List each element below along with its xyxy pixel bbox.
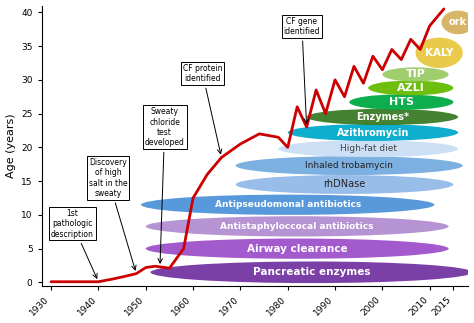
Ellipse shape <box>307 109 458 125</box>
Ellipse shape <box>150 262 472 283</box>
Text: rhDNase: rhDNase <box>323 180 365 190</box>
Text: Azithromycin: Azithromycin <box>337 128 409 138</box>
Text: TIP: TIP <box>406 69 426 79</box>
Text: Enzymes*: Enzymes* <box>356 112 409 122</box>
Ellipse shape <box>146 238 448 259</box>
Ellipse shape <box>441 11 474 34</box>
Text: ork: ork <box>449 17 467 27</box>
Ellipse shape <box>278 140 458 157</box>
Text: KALY: KALY <box>425 48 453 58</box>
Ellipse shape <box>141 195 434 215</box>
Text: Discovery
of high
salt in the
sweaty: Discovery of high salt in the sweaty <box>89 158 136 270</box>
Ellipse shape <box>236 175 453 194</box>
Ellipse shape <box>288 124 458 141</box>
Text: Pancreatic enzymes: Pancreatic enzymes <box>253 267 370 277</box>
Text: 1st
pathologic
description: 1st pathologic description <box>51 209 97 278</box>
Y-axis label: Age (years): Age (years) <box>6 113 16 178</box>
Text: High-fat diet: High-fat diet <box>340 144 397 153</box>
Ellipse shape <box>416 38 463 68</box>
Text: Inhaled trobamycin: Inhaled trobamycin <box>305 161 393 170</box>
Ellipse shape <box>368 80 453 95</box>
Text: Antistaphyloccocal antibiotics: Antistaphyloccocal antibiotics <box>220 222 374 231</box>
Text: Sweaty
chloride
test
developed: Sweaty chloride test developed <box>145 107 184 263</box>
Text: CF protein
identified: CF protein identified <box>183 64 222 154</box>
Ellipse shape <box>236 156 463 175</box>
Text: Antipseudomonal antibiotics: Antipseudomonal antibiotics <box>215 200 361 209</box>
Text: Airway clearance: Airway clearance <box>247 244 347 254</box>
Ellipse shape <box>146 216 448 236</box>
Text: HTS: HTS <box>389 97 414 107</box>
Ellipse shape <box>383 67 448 81</box>
Text: AZLI: AZLI <box>397 83 425 93</box>
Text: CF gene
identified: CF gene identified <box>283 16 320 123</box>
Ellipse shape <box>349 94 453 110</box>
